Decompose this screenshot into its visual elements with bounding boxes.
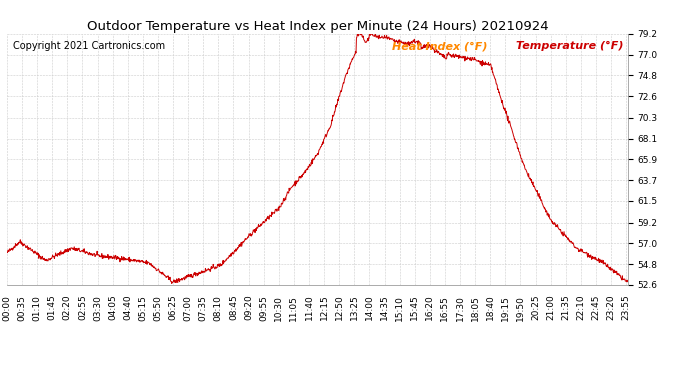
Title: Outdoor Temperature vs Heat Index per Minute (24 Hours) 20210924: Outdoor Temperature vs Heat Index per Mi… — [86, 20, 549, 33]
Text: Heat Index (°F): Heat Index (°F) — [392, 41, 487, 51]
Text: Copyright 2021 Cartronics.com: Copyright 2021 Cartronics.com — [13, 41, 165, 51]
Text: Temperature (°F): Temperature (°F) — [516, 41, 624, 51]
